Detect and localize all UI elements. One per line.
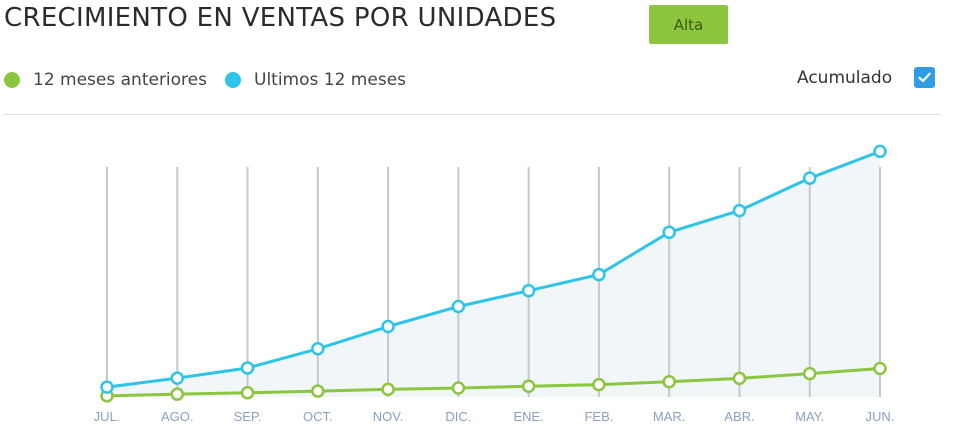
last-series-area [107,151,880,397]
last-series-point [662,225,676,240]
prev-series-line [106,367,881,398]
accumulate-checkbox[interactable] [914,67,936,88]
last-series-point [873,144,887,159]
alta-badge[interactable]: Alta [649,5,728,44]
last-series-point [732,203,747,218]
prev-series-point [521,379,536,394]
prev-series-point [451,381,466,395]
prev-series-point [732,371,747,386]
prev-series-point [873,361,887,376]
legend-label-prev: 12 meses anteriores [33,70,207,90]
x-tick-label: NOV. [373,409,404,424]
prev-series-point [381,382,395,397]
last-series-point [240,361,255,375]
last-series-point [521,283,536,298]
accumulate-toggle[interactable]: Acumulado [797,67,936,88]
legend-item-last[interactable]: Ultimos 12 meses [225,70,406,90]
prev-series-point [662,375,676,389]
last-series-point [592,267,606,282]
x-tick-label: JUN. [866,409,895,424]
x-tick-label: ENE. [513,409,543,424]
last-series-point [100,380,114,394]
page-title: CRECIMIENTO EN VENTAS POR UNIDADES [4,3,557,33]
prev-series-point [240,386,255,400]
x-tick-label: SEP. [234,409,262,424]
last-series-point [451,299,466,314]
x-tick-label: MAR. [653,409,686,424]
last-series-line [106,149,881,389]
last-series-point [802,171,817,185]
prev-series-point [170,387,185,401]
x-tick-label: OCT. [303,409,333,424]
chart-legend: 12 meses anteriores Ultimos 12 meses [4,70,424,90]
check-icon [918,72,931,83]
header-divider [4,114,940,115]
x-tick-label: AGO. [161,409,194,424]
x-tick-label: MAY. [795,409,824,424]
prev-series-point [592,377,606,392]
x-tick-label: FEB. [584,409,613,424]
x-tick-label: DIC. [445,409,471,424]
legend-item-prev[interactable]: 12 meses anteriores [4,70,207,90]
legend-dot-last [225,72,241,88]
x-tick-label: ABR. [724,409,754,424]
accumulate-label: Acumulado [797,67,893,88]
legend-label-last: Ultimos 12 meses [254,70,407,90]
x-tick-label: JUL. [94,409,121,424]
last-series-point [381,319,395,334]
prev-series-point [311,384,325,398]
prev-series-point [802,366,817,381]
last-series-point [311,342,325,356]
legend-dot-prev [4,72,20,88]
last-series-point [170,371,185,385]
